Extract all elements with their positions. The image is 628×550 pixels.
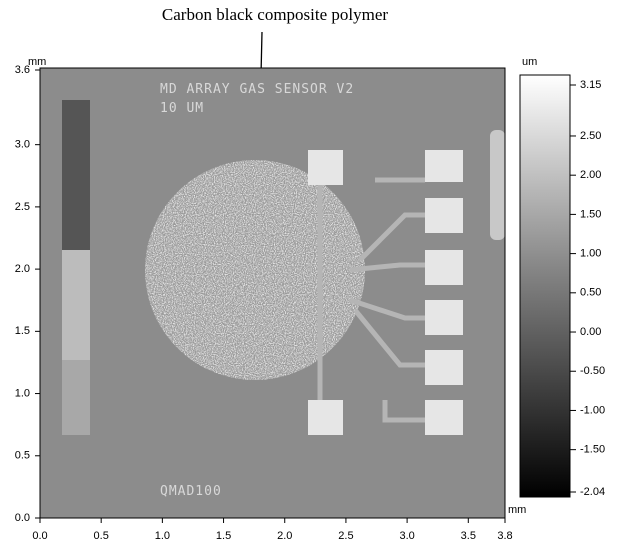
- x-tick-label: 3.8: [497, 530, 512, 542]
- colorbar-tick-label: -1.00: [580, 404, 605, 416]
- colorbar: [519, 74, 571, 498]
- colorbar-tick-label: 3.15: [580, 79, 601, 91]
- micrograph: MD ARRAY GAS SENSOR V2 10 UM QMAD100: [40, 68, 505, 518]
- x-tick-label: 1.0: [155, 530, 170, 542]
- y-tick-label: 3.6: [15, 64, 30, 76]
- image-label: 10 UM: [160, 101, 204, 116]
- annotation: Carbon black composite polymer: [162, 5, 388, 24]
- y-tick-label: 3.0: [15, 139, 30, 151]
- ticks: 0.0 0.5 1.0 1.5 2.0 2.5 3.0 3.5 3.8 0.0 0.5 1.0 1.5 2…: [15, 64, 605, 542]
- y-tick-label: 1.5: [15, 325, 30, 337]
- colorbar-tick-label: 1.00: [580, 248, 601, 260]
- x-tick-label: 3.0: [399, 530, 414, 542]
- x-tick-label: 1.5: [216, 530, 231, 542]
- image-label: MD ARRAY GAS SENSOR V2: [160, 82, 354, 97]
- x-unit: mm: [508, 504, 526, 516]
- image-frame: [39, 67, 506, 519]
- y-tick-label: 2.0: [15, 263, 30, 275]
- y-tick-label: 1.0: [15, 387, 30, 399]
- colorbar-tick-label: -1.50: [580, 444, 605, 456]
- y-tick-label: 2.5: [15, 201, 30, 213]
- x-tick-label: 3.5: [461, 530, 476, 542]
- colorbar-tick-label: -2.04: [580, 486, 605, 498]
- x-tick-label: 2.0: [277, 530, 292, 542]
- y-tick-label: 0.5: [15, 450, 30, 462]
- x-tick-label: 0.0: [32, 530, 47, 542]
- colorbar-tick-label: 0.00: [580, 326, 601, 338]
- colorbar-tick-label: 1.50: [580, 208, 601, 220]
- image-label: QMAD100: [160, 484, 222, 499]
- colorbar-unit: um: [522, 56, 537, 68]
- y-tick-label: 0.0: [15, 512, 30, 524]
- x-tick-label: 2.5: [338, 530, 353, 542]
- colorbar-tick-label: 2.00: [580, 169, 601, 181]
- y-unit: mm: [28, 56, 46, 68]
- colorbar-tick-label: -0.50: [580, 365, 605, 377]
- colorbar-tick-label: 0.50: [580, 287, 601, 299]
- x-tick-label: 0.5: [94, 530, 109, 542]
- colorbar-tick-label: 2.50: [580, 130, 601, 142]
